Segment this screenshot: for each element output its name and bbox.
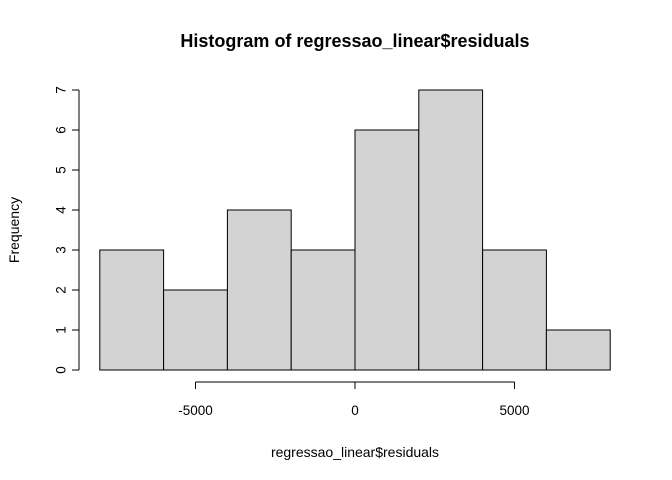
x-axis: -5000 0 5000 bbox=[178, 381, 530, 418]
x-tick-label: 5000 bbox=[499, 403, 529, 418]
histogram-bar-3 bbox=[226, 209, 292, 371]
histogram-bar-6 bbox=[418, 89, 484, 371]
y-tick-label: 2 bbox=[54, 286, 69, 294]
histogram-bar-4 bbox=[290, 249, 356, 371]
y-axis-title: Frequency bbox=[6, 197, 22, 263]
x-tick-label: -5000 bbox=[178, 403, 213, 418]
histogram-bar-5 bbox=[354, 129, 420, 371]
chart-title: Histogram of regressao_linear$residuals bbox=[180, 31, 529, 51]
x-axis-title: regressao_linear$residuals bbox=[271, 444, 439, 460]
y-tick-label: 5 bbox=[54, 166, 69, 174]
histogram-bars bbox=[99, 89, 611, 371]
histogram-bar-7 bbox=[482, 249, 547, 371]
histogram-bar-2 bbox=[163, 289, 228, 371]
y-tick-label: 1 bbox=[54, 326, 69, 334]
y-tick-label: 6 bbox=[54, 126, 69, 134]
y-tick-label: 4 bbox=[54, 206, 69, 214]
histogram-bar-8 bbox=[545, 329, 611, 371]
x-tick-label: 0 bbox=[351, 403, 359, 418]
y-tick-label: 0 bbox=[54, 366, 69, 374]
histogram-bar-1 bbox=[99, 249, 165, 371]
y-axis: 0 1 2 3 4 5 6 7 bbox=[54, 86, 80, 374]
y-tick-label: 3 bbox=[54, 246, 69, 254]
y-tick-label: 7 bbox=[54, 86, 69, 94]
